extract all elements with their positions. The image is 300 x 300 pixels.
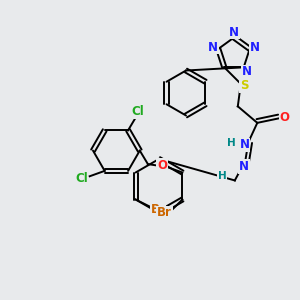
Text: N: N <box>239 160 249 173</box>
Text: O: O <box>279 111 289 124</box>
Text: N: N <box>250 41 260 54</box>
Text: N: N <box>208 41 218 54</box>
Text: Cl: Cl <box>131 105 144 118</box>
Text: O: O <box>157 159 167 172</box>
Text: Br: Br <box>151 203 166 216</box>
Text: Cl: Cl <box>75 172 88 185</box>
Text: N: N <box>242 65 252 78</box>
Text: Br: Br <box>157 206 172 220</box>
Text: H: H <box>218 171 226 181</box>
Text: S: S <box>240 79 249 92</box>
Text: H: H <box>227 138 236 148</box>
Text: N: N <box>229 26 239 39</box>
Text: N: N <box>240 138 250 151</box>
